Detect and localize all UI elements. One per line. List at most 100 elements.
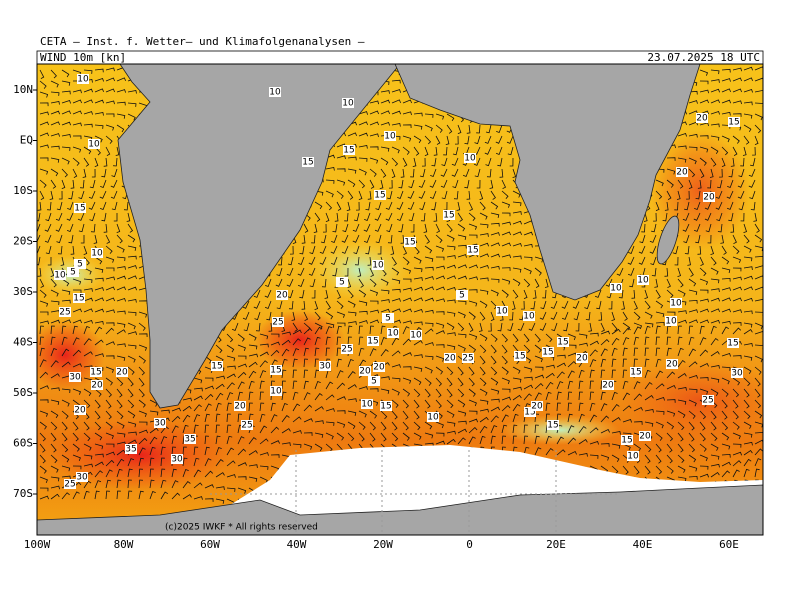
wind-barb [589, 402, 596, 412]
wind-barb [424, 297, 434, 302]
wind-barb [358, 320, 368, 324]
contour-label: 10 [427, 413, 439, 423]
wind-barb [457, 311, 466, 319]
wind-barb [655, 300, 664, 309]
wind-barb [457, 275, 467, 280]
wind-barb [402, 320, 412, 325]
wind-barb [578, 391, 583, 401]
wind-barb [182, 468, 189, 478]
wind-barb [39, 476, 48, 484]
wind-barb [105, 377, 113, 386]
lat-label: 60S [13, 437, 33, 450]
wind-barb [116, 479, 122, 489]
wind-barb [530, 300, 536, 310]
wind-barb [424, 399, 431, 409]
contour-label: 30 [76, 473, 88, 483]
contour-label-bg [125, 444, 137, 454]
wind-barb [726, 190, 734, 199]
wind-barb [639, 234, 646, 244]
wind-barb [479, 277, 489, 282]
wind-barb [677, 359, 686, 368]
wind-barb [445, 135, 450, 145]
wind-barb [435, 124, 443, 133]
wind-barb [94, 339, 104, 346]
wind-barb [611, 465, 619, 475]
wind-barb [314, 326, 323, 335]
wind-barb [611, 431, 621, 435]
wind-barb [105, 113, 115, 118]
wind-barb [72, 308, 82, 313]
wind-barb [89, 179, 96, 189]
wind-barb [501, 355, 508, 365]
contour-label-bg [77, 74, 89, 84]
contour-label: 15 [90, 368, 101, 378]
wind-barb [276, 267, 283, 277]
wind-barb [699, 362, 709, 368]
wind-barb [325, 443, 333, 452]
wind-barb [611, 328, 621, 335]
wind-barb [699, 410, 707, 420]
wind-barb [457, 410, 467, 417]
wind-barb [215, 498, 225, 504]
contour-label-bg [467, 245, 479, 255]
wind-barb [94, 421, 102, 431]
wind-barb [402, 157, 408, 167]
wind-barb [248, 450, 258, 456]
wind-barb [699, 421, 706, 431]
wind-barb [116, 388, 123, 398]
wind-barb [523, 446, 530, 456]
contour-label-bg [276, 290, 288, 300]
wind-barb [413, 286, 423, 291]
wind-barb [743, 322, 753, 328]
contour-label: 20 [676, 168, 688, 178]
contour-label-bg [59, 307, 71, 317]
wind-barb [413, 135, 422, 144]
wind-barb [743, 329, 753, 335]
wind-barb [534, 424, 539, 434]
wind-barb [710, 69, 720, 75]
wind-barb [699, 377, 709, 381]
wind-barb [61, 278, 70, 287]
wind-barb [413, 366, 423, 372]
wind-barb [94, 443, 104, 450]
wind-barb [453, 190, 459, 200]
wind-barb [270, 414, 278, 423]
wind-barb [479, 333, 488, 342]
wind-barb [435, 330, 445, 335]
contour-label-bg [74, 203, 86, 213]
wind-barb [204, 403, 212, 412]
contour-label: 10 [342, 99, 354, 109]
contour-label-bg [514, 351, 526, 361]
wind-barb [336, 358, 342, 368]
contour-label: 10 [637, 276, 649, 286]
wind-barb [754, 448, 763, 456]
wind-barb [501, 333, 508, 343]
wind-barb [281, 331, 291, 336]
wind-barb [710, 325, 717, 335]
wind-barb [347, 289, 354, 299]
wind-barb [138, 344, 148, 351]
wind-barb [743, 101, 753, 106]
wind-barb [237, 448, 247, 456]
wind-barb [50, 399, 60, 405]
wind-barb [622, 327, 631, 335]
contour-label: 10 [464, 154, 476, 164]
wind-barb [226, 355, 236, 362]
wind-barb [585, 311, 591, 321]
wind-barb [50, 157, 60, 163]
wind-barb [325, 311, 334, 320]
wind-barb [276, 300, 283, 310]
wind-barb [710, 454, 720, 460]
wind-barb [589, 391, 595, 401]
wind-barb [387, 234, 393, 244]
wind-barb [149, 468, 154, 478]
wind-barb [501, 231, 511, 236]
wind-barb [699, 157, 707, 166]
wind-barb [116, 77, 126, 82]
wind-barb [424, 342, 434, 346]
wind-barb [149, 436, 158, 445]
wind-barb [490, 201, 499, 210]
wind-barb [391, 99, 401, 104]
wind-barb [61, 336, 68, 346]
wind-barb [402, 366, 412, 370]
